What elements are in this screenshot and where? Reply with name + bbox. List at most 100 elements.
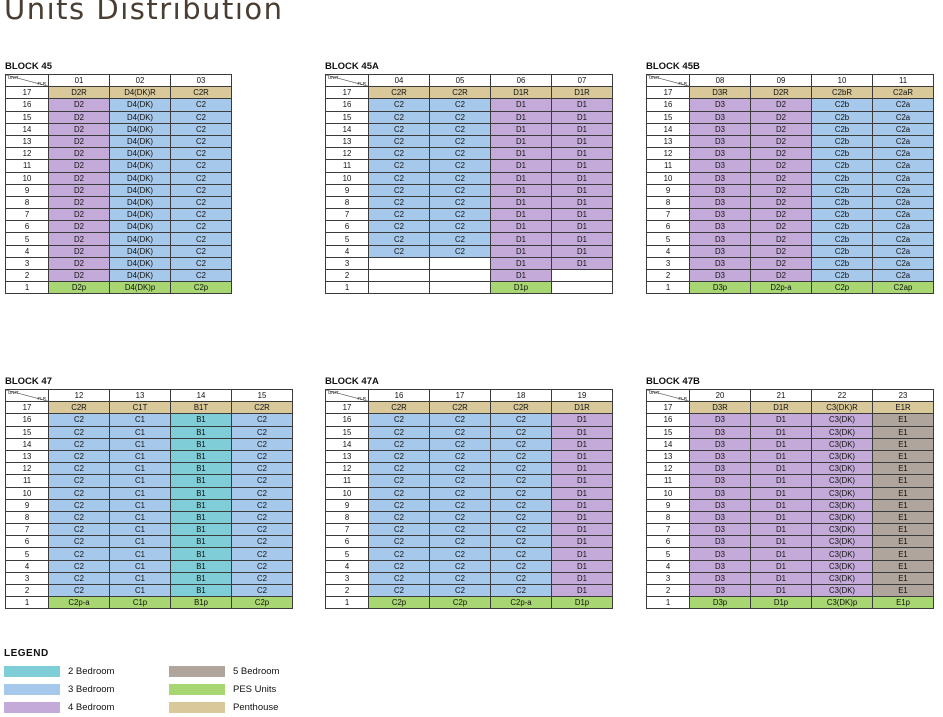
- unit-number: 12: [48, 388, 110, 403]
- unit-type-cell: D3: [689, 535, 751, 549]
- unit-type-cell: E1: [872, 559, 934, 573]
- unit-type-cell: E1: [872, 474, 934, 488]
- floor-number: 5: [5, 547, 49, 561]
- floor-number: 8: [5, 195, 49, 210]
- floor-row: 14 D3 D1 C3(DK) E1: [646, 437, 934, 451]
- unit-type-cell: C2: [429, 171, 491, 185]
- floor-row: 5 C2 C1 B1 C2: [5, 547, 293, 561]
- unit-header-row: UNIT FLR 16 17 18 19: [325, 388, 613, 403]
- floor-number: 9: [325, 183, 369, 197]
- unit-type-cell: D4(DK): [109, 147, 171, 161]
- unit-type-cell: D4(DK): [109, 122, 171, 136]
- unit-type-cell: D1: [750, 449, 812, 464]
- floor-number: 7: [5, 523, 49, 537]
- floor-number: 4: [325, 559, 369, 573]
- floor-row: 4 D3 D1 C3(DK) E1: [646, 559, 934, 573]
- unit-type-cell: D3: [689, 183, 751, 197]
- unit-type-cell: [429, 268, 491, 283]
- unit-type-cell: C2: [48, 523, 110, 537]
- page-title: Units Distribution: [4, 0, 284, 26]
- unit-type-cell: B1: [170, 523, 232, 537]
- unit-type-cell: [368, 268, 430, 283]
- unit-type-cell: D1: [490, 147, 552, 161]
- floor-number: 7: [646, 208, 690, 222]
- unit-type-cell: C2: [490, 535, 552, 549]
- floor-number: 16: [325, 98, 369, 112]
- unit-type-cell: D1: [490, 232, 552, 246]
- floor-number: 6: [5, 535, 49, 549]
- floor-row: 2 C2 C1 B1 C2: [5, 583, 293, 598]
- floor-row: 8 D2 D4(DK) C2: [5, 195, 232, 210]
- floor-row: 11 C2 C2 C2 D1: [325, 474, 613, 488]
- unit-type-cell: C3(DK): [811, 413, 873, 427]
- unit-type-cell: D2: [48, 183, 110, 197]
- unit-type-cell: C2: [429, 147, 491, 161]
- floor-number: 8: [646, 195, 690, 210]
- unit-type-cell: C2: [231, 583, 293, 598]
- unit-type-cell: C2a: [872, 98, 934, 112]
- unit-type-cell: D3: [689, 171, 751, 185]
- unit-type-cell: C2a: [872, 195, 934, 210]
- unit-type-cell: C3(DK): [811, 547, 873, 561]
- floor-row: 3 C2 C2 C2 D1: [325, 571, 613, 586]
- floor-row: 13 D3 D1 C3(DK) E1: [646, 449, 934, 464]
- block-title: BLOCK 47: [5, 376, 52, 387]
- unit-type-cell: C2: [231, 510, 293, 525]
- unit-type-cell: D1: [750, 523, 812, 537]
- unit-type-cell: C2: [48, 571, 110, 586]
- unit-type-cell: E1: [872, 449, 934, 464]
- unit-type-cell: D1: [551, 510, 613, 525]
- unit-type-cell: C2: [490, 498, 552, 512]
- unit-type-cell: D1: [750, 462, 812, 476]
- floor-number: 13: [5, 134, 49, 149]
- unit-type-cell: D2R: [48, 86, 110, 100]
- unit-type-cell: C2: [490, 413, 552, 427]
- unit-header-row: UNIT FLR 20 21 22 23: [646, 388, 934, 403]
- floor-row: 2 D1: [325, 268, 613, 283]
- unit-type-cell: D2p: [48, 281, 110, 295]
- unit-type-cell: C3(DK): [811, 425, 873, 439]
- unit-type-cell: E1: [872, 547, 934, 561]
- unit-type-cell: C3(DK): [811, 523, 873, 537]
- floor-number: 1: [5, 281, 49, 295]
- unit-type-cell: C1T: [109, 401, 171, 415]
- unit-type-cell: C2: [368, 523, 430, 537]
- corner-cell: UNIT FLR: [646, 388, 690, 403]
- unit-number: 02: [109, 73, 171, 88]
- legend-label: 3 Bedroom: [68, 683, 115, 695]
- unit-type-cell: D3: [689, 547, 751, 561]
- floor-row: 15 D3 D1 C3(DK) E1: [646, 425, 934, 439]
- floor-row: 12 C2 C1 B1 C2: [5, 462, 293, 476]
- corner-floor-label: FLR: [678, 396, 687, 402]
- unit-type-cell: C2: [490, 547, 552, 561]
- unit-type-cell: C2: [170, 134, 232, 149]
- legend-item: 3 Bedroom: [4, 683, 169, 695]
- legend-item: 4 Bedroom: [4, 701, 169, 713]
- unit-type-cell: C3(DK): [811, 498, 873, 512]
- unit-type-cell: C2: [48, 510, 110, 525]
- unit-type-cell: C2: [231, 425, 293, 439]
- floor-row: 10 C2 C2 D1 D1: [325, 171, 613, 185]
- unit-type-cell: C2: [368, 195, 430, 210]
- unit-type-cell: D3p: [689, 596, 751, 610]
- unit-type-cell: C2: [48, 425, 110, 439]
- unit-type-cell: D2R: [750, 86, 812, 100]
- unit-type-cell: C2: [429, 437, 491, 451]
- unit-type-cell: C2p: [170, 281, 232, 295]
- floor-number: 4: [646, 559, 690, 573]
- corner-cell: UNIT FLR: [646, 73, 690, 88]
- unit-type-cell: C2: [368, 134, 430, 149]
- floor-row: 1 D3p D2p-a C2p C2ap: [646, 281, 934, 295]
- unit-type-cell: C2: [490, 474, 552, 488]
- unit-type-cell: C2: [170, 195, 232, 210]
- unit-type-cell: C2: [170, 268, 232, 283]
- unit-type-cell: D1: [490, 256, 552, 271]
- unit-type-cell: C2a: [872, 171, 934, 185]
- unit-type-cell: E1: [872, 523, 934, 537]
- unit-number: 16: [368, 388, 430, 403]
- floor-row: 9 D3 D2 C2b C2a: [646, 183, 934, 197]
- unit-number: 01: [48, 73, 110, 88]
- floor-row: 7 D3 D1 C3(DK) E1: [646, 523, 934, 537]
- floor-row: 12 C2 C2 C2 D1: [325, 462, 613, 476]
- unit-type-cell: D1R: [551, 401, 613, 415]
